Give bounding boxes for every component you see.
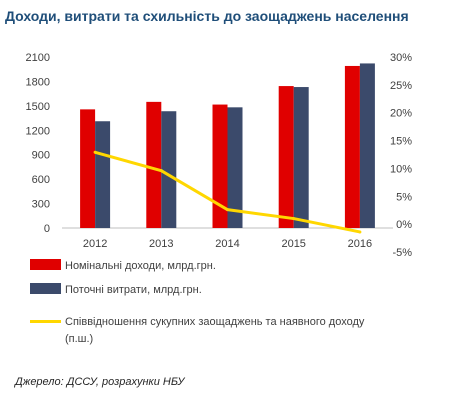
legend-item-expenses: Поточні витрати, млрд.грн.	[30, 282, 202, 299]
bar-expenses-2014	[227, 107, 243, 228]
source-note: Джерело: ДССУ, розрахунки НБУ	[15, 376, 185, 388]
y-left-tick-label: 2100	[26, 52, 50, 64]
y-left-tick-label: 600	[32, 174, 50, 186]
legend-item-savings-ratio: Співвідношення сукупних заощаджень та на…	[30, 314, 390, 348]
y-left-tick-label: 1500	[26, 101, 50, 113]
legend-swatch-savings-ratio	[30, 320, 61, 323]
bar-expenses-2016	[359, 63, 375, 228]
y-right-tick-label: 0%	[396, 219, 412, 231]
legend-swatch-income	[30, 259, 61, 270]
bar-expenses-2012	[95, 121, 111, 228]
bar-income-2015	[278, 86, 294, 228]
legend-label-savings-ratio: Співвідношення сукупних заощаджень та на…	[65, 316, 365, 345]
bar-income-2012	[80, 109, 96, 228]
bar-expenses-2015	[293, 87, 309, 228]
x-tick-label: 2016	[348, 238, 372, 250]
x-tick-label: 2012	[83, 238, 107, 250]
savings-ratio-point-2014	[226, 208, 229, 212]
bar-income-2013	[146, 101, 162, 228]
y-right-tick-label: 10%	[390, 163, 412, 175]
y-right-tick-label: 5%	[396, 191, 412, 203]
y-right-tick-label: 25%	[390, 80, 412, 92]
y-right-tick-label: 15%	[390, 136, 412, 148]
bar-expenses-2013	[161, 111, 177, 228]
y-right-tick-label: 30%	[390, 52, 412, 64]
y-right-tick-label: 20%	[390, 108, 412, 120]
chart-title: Доходи, витрати та схильність до заощадж…	[5, 8, 409, 24]
x-tick-label: 2015	[281, 238, 305, 250]
bar-income-2014	[212, 104, 228, 228]
legend-swatch-expenses	[30, 283, 61, 294]
savings-ratio-point-2013	[159, 169, 163, 173]
legend-item-income: Номінальні доходи, млрд.грн.	[30, 258, 216, 275]
y-left-tick-label: 900	[32, 150, 50, 162]
bar-income-2016	[344, 65, 360, 228]
x-tick-label: 2014	[215, 238, 239, 250]
x-tick-label: 2013	[149, 238, 173, 250]
y-left-tick-label: 0	[44, 223, 50, 235]
savings-ratio-point-2016	[358, 230, 362, 234]
y-left-tick-label: 300	[32, 199, 50, 211]
y-left-tick-label: 1800	[26, 76, 50, 88]
savings-ratio-point-2012	[93, 150, 97, 154]
y-right-tick-label: -5%	[392, 247, 412, 259]
legend-label-income: Номінальні доходи, млрд.грн.	[65, 260, 216, 272]
legend-label-expenses: Поточні витрати, млрд.грн.	[65, 284, 202, 296]
savings-ratio-point-2015	[292, 217, 296, 221]
y-left-tick-label: 1200	[26, 125, 50, 137]
